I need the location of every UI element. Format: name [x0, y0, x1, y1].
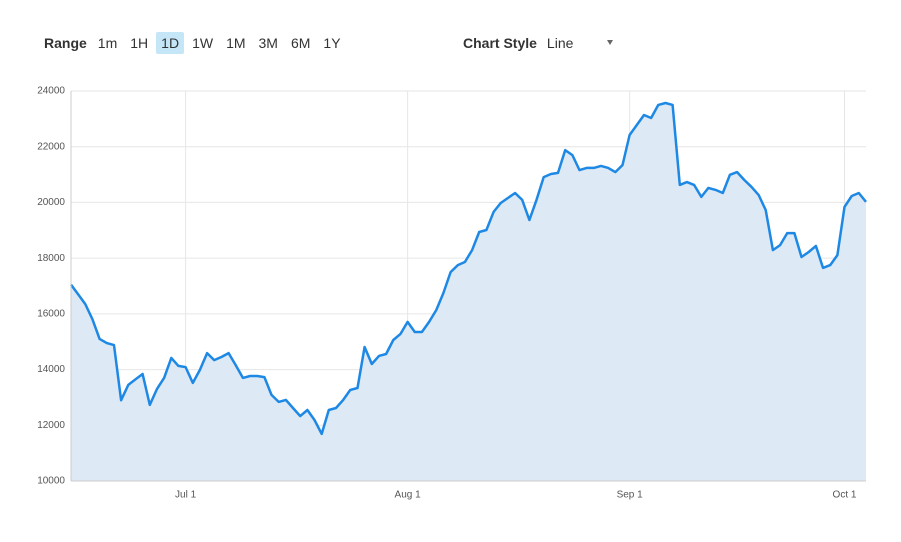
range-button[interactable]: 1W: [192, 35, 214, 51]
chart-style-dropdown[interactable]: Line: [547, 35, 613, 51]
chart-style: Chart Style Line: [463, 32, 613, 54]
y-tick-label: 22000: [37, 141, 65, 152]
y-tick-label: 24000: [37, 86, 65, 97]
x-tick-label: Oct 1: [833, 490, 857, 501]
x-tick-label: Sep 1: [617, 490, 644, 501]
range-button[interactable]: 3M: [258, 35, 278, 51]
range-button[interactable]: 1M: [226, 35, 246, 51]
y-tick-label: 18000: [37, 253, 65, 264]
range-label: Range: [44, 35, 87, 51]
range-button[interactable]: 1Y: [323, 35, 341, 51]
line: [69, 101, 867, 436]
y-tick-label: 16000: [37, 308, 65, 319]
range-button[interactable]: 1D: [156, 32, 185, 54]
area: [71, 103, 866, 481]
x-tick-label: Jul 1: [175, 490, 197, 501]
y-tick-label: 12000: [37, 420, 65, 431]
chart-style-label: Chart Style: [463, 35, 537, 51]
range-button[interactable]: 1m: [97, 35, 118, 51]
range-bar: Range 1m 1H 1D 1W 1M 3M 6M 1Y: [44, 32, 349, 54]
y-tick-label: 14000: [37, 364, 65, 375]
x-tick-label: Aug 1: [395, 490, 422, 501]
y-tick-label: 10000: [37, 476, 65, 487]
range-button[interactable]: 6M: [290, 35, 311, 51]
y-tick-label: 20000: [37, 197, 65, 208]
range-button[interactable]: 1H: [130, 35, 149, 51]
